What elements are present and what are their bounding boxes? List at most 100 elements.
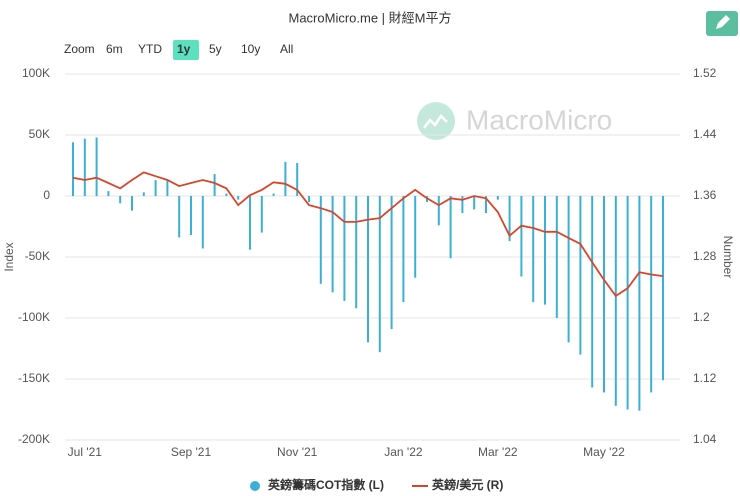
bar xyxy=(662,196,664,381)
bar xyxy=(390,196,393,329)
bar xyxy=(579,196,582,355)
bar xyxy=(591,196,594,388)
bar xyxy=(355,196,358,309)
bar xyxy=(95,137,98,196)
bar xyxy=(614,196,617,406)
bar xyxy=(473,196,476,210)
bar xyxy=(154,180,157,196)
bar xyxy=(107,191,110,196)
y2-tick-label: 1.44 xyxy=(693,127,717,141)
y2-tick-label: 1.36 xyxy=(693,188,717,202)
y-tick-label: -200K xyxy=(18,432,50,446)
bar xyxy=(638,196,641,411)
bar xyxy=(603,196,605,393)
bar xyxy=(213,174,216,196)
bar xyxy=(626,196,629,410)
legend-item[interactable]: 英鎊/美元 (R) xyxy=(412,477,503,492)
y-tick-label: 50K xyxy=(29,127,50,141)
bar xyxy=(650,196,653,393)
y-tick-label: -50K xyxy=(25,249,50,263)
y2-tick-label: 1.28 xyxy=(693,249,717,263)
bar xyxy=(343,196,346,301)
bar xyxy=(166,180,169,196)
y-tick-label: -100K xyxy=(18,310,50,324)
y-axis-title: Index xyxy=(2,242,16,271)
bar xyxy=(449,196,452,259)
x-tick-label: May '22 xyxy=(583,445,625,459)
y2-tick-label: 1.12 xyxy=(693,371,717,385)
range-button-label: 1y xyxy=(177,42,191,56)
bar xyxy=(272,193,275,196)
y2-tick-label: 1.52 xyxy=(693,66,717,80)
bar xyxy=(201,196,204,249)
range-button-label: 6m xyxy=(106,42,123,56)
bar xyxy=(402,196,405,303)
bar xyxy=(142,192,145,196)
y2-tick-label: 1.04 xyxy=(693,432,717,446)
bar xyxy=(190,196,192,236)
y2-tick-label: 1.2 xyxy=(693,310,710,324)
bar xyxy=(555,196,558,318)
bar xyxy=(331,196,334,293)
legend-symbol xyxy=(250,481,260,491)
range-button[interactable]: 1y xyxy=(173,40,199,60)
line xyxy=(72,171,664,298)
bar xyxy=(83,138,86,196)
x-tick-label: Nov '21 xyxy=(277,445,318,459)
x-tick-label: Mar '22 xyxy=(478,445,518,459)
y-tick-label: 0 xyxy=(43,188,50,202)
bar xyxy=(437,196,440,226)
zoom-label: Zoom xyxy=(64,42,95,56)
range-button-bg xyxy=(173,40,199,60)
range-button[interactable]: All xyxy=(280,42,293,56)
bar xyxy=(544,196,546,305)
pencil-icon xyxy=(716,15,730,29)
legend-label: 英鎊籌碼COT指數 (L) xyxy=(268,477,384,492)
bar xyxy=(414,196,417,278)
range-button[interactable]: 6m xyxy=(106,42,123,56)
bar xyxy=(520,196,523,277)
bar xyxy=(567,196,570,343)
bar xyxy=(532,196,535,303)
chart-title: MacroMicro.me | 財經M平方 xyxy=(289,10,452,25)
watermark-logo-mark xyxy=(423,114,448,129)
y2-axis-title: Number xyxy=(721,236,735,279)
bar xyxy=(508,196,511,242)
bar xyxy=(178,196,181,238)
legend-item[interactable]: 英鎊籌碼COT指數 (L) xyxy=(250,477,384,492)
range-button-label: 10y xyxy=(241,42,260,56)
bar xyxy=(319,196,322,284)
x-tick-label: Jul '21 xyxy=(68,445,103,459)
y-tick-label: -150K xyxy=(18,371,50,385)
watermark: MacroMicro xyxy=(417,102,612,140)
bar xyxy=(485,196,487,214)
bar xyxy=(284,161,287,196)
bar xyxy=(367,196,369,343)
bar xyxy=(225,193,228,196)
bar xyxy=(378,196,381,353)
range-button-label: 5y xyxy=(209,42,222,56)
bar xyxy=(496,196,499,200)
bar xyxy=(461,196,464,214)
watermark-text: MacroMicro xyxy=(466,104,612,135)
bar xyxy=(72,142,74,196)
legend-label: 英鎊/美元 (R) xyxy=(432,477,503,492)
range-button[interactable]: 5y xyxy=(209,42,222,56)
x-tick-label: Sep '21 xyxy=(171,445,212,459)
bar xyxy=(237,196,240,200)
range-button[interactable]: YTD xyxy=(138,42,162,56)
y-tick-label: 100K xyxy=(22,66,50,80)
range-button-label: All xyxy=(280,42,293,56)
bar xyxy=(296,163,299,196)
bar xyxy=(249,196,251,250)
range-button[interactable]: 10y xyxy=(241,42,260,56)
bar xyxy=(119,196,122,204)
range-buttons: 6m YTD 1y 5y 10y All xyxy=(106,40,293,60)
bar xyxy=(260,196,263,233)
bar xyxy=(308,196,310,203)
edit-button[interactable] xyxy=(706,11,738,36)
x-tick-label: Jan '22 xyxy=(384,445,423,459)
watermark-logo xyxy=(417,102,455,140)
range-button-label: YTD xyxy=(138,42,162,56)
